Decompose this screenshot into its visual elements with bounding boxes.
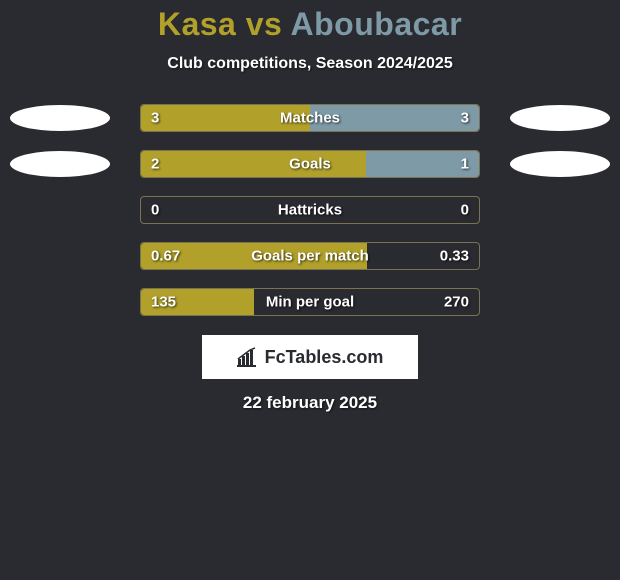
comparison-row: 0.670.33Goals per match (0, 241, 620, 271)
stat-value-right: 0 (461, 202, 469, 219)
comparison-row: 21Goals (0, 149, 620, 179)
stat-bar: 0 0Hattricks (140, 196, 480, 224)
stat-value-right: 270 (444, 294, 469, 311)
stat-bar-left-fill (141, 105, 310, 131)
player2-badge (510, 151, 610, 177)
bars-chart-icon (237, 347, 261, 367)
title-player2: Aboubacar (291, 6, 463, 42)
stat-bar-left-fill (141, 151, 366, 177)
stat-bar-right-fill (366, 151, 479, 177)
comparison-row: 135270Min per goal (0, 287, 620, 317)
stat-value-left: 0 (151, 202, 159, 219)
player2-badge (510, 105, 610, 131)
stat-label: Hattricks (141, 202, 479, 219)
stat-value-right: 0.33 (440, 248, 469, 265)
comparison-row: 0 0Hattricks (0, 195, 620, 225)
brand-text: FcTables.com (265, 347, 384, 368)
stat-bar-left-fill (141, 243, 367, 269)
comparison-rows: 33Matches 21Goals 0 0Hattricks 0.670.33Goals… (0, 103, 620, 317)
stat-bar: 33Matches (140, 104, 480, 132)
stat-bar: 0.670.33Goals per match (140, 242, 480, 270)
title-vs: vs (246, 6, 283, 42)
title-player1: Kasa (158, 6, 237, 42)
brand-box: FcTables.com (202, 335, 418, 379)
stat-bar-left-fill (141, 289, 254, 315)
stat-bar: 135270Min per goal (140, 288, 480, 316)
comparison-card: Kasa vs Aboubacar Club competitions, Sea… (0, 0, 620, 413)
comparison-row: 33Matches (0, 103, 620, 133)
date: 22 february 2025 (0, 393, 620, 413)
title: Kasa vs Aboubacar (0, 6, 620, 43)
player1-badge (10, 151, 110, 177)
stat-bar-right-fill (310, 105, 479, 131)
player1-badge (10, 105, 110, 131)
stat-bar: 21Goals (140, 150, 480, 178)
subtitle: Club competitions, Season 2024/2025 (0, 55, 620, 73)
